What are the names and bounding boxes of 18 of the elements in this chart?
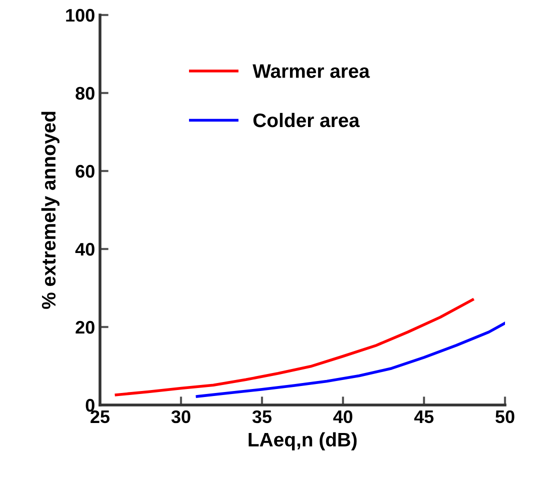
line-series: [196, 322, 505, 398]
line-series: [114, 298, 474, 396]
x-tick-label: 30: [171, 410, 190, 424]
y-tick-label: 0: [86, 398, 94, 412]
x-tick-label: 25: [90, 410, 110, 424]
legend-label: Colder area: [253, 112, 360, 128]
y-tick-label: 20: [76, 320, 94, 334]
x-tick-label: 45: [414, 410, 434, 424]
x-tick-label: 50: [496, 410, 514, 424]
x-tick-label: 40: [333, 410, 352, 424]
y-tick-label: 60: [76, 164, 94, 178]
x-axis-title: LAeq,n (dB): [248, 432, 357, 450]
y-axis-title: % extremely annoyed: [41, 112, 60, 309]
x-tick-label: 35: [252, 410, 272, 424]
legend-label: Warmer area: [252, 64, 370, 78]
y-tick-label: 80: [76, 86, 94, 100]
y-tick-label: 40: [75, 242, 94, 256]
y-tick-label: 100: [66, 8, 94, 22]
